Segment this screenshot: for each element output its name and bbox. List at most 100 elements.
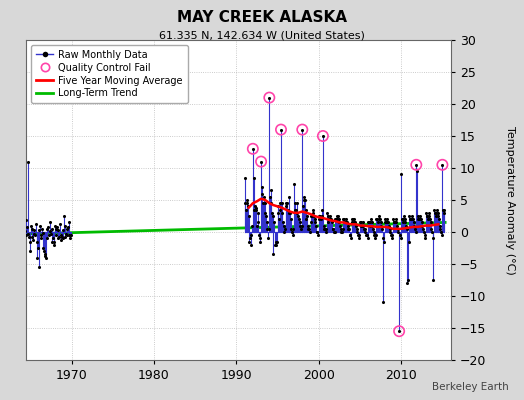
Point xyxy=(49,242,58,248)
Point xyxy=(23,224,31,230)
Point xyxy=(395,328,403,334)
Text: Berkeley Earth: Berkeley Earth xyxy=(432,382,508,392)
Point xyxy=(419,226,428,232)
Point xyxy=(403,280,411,286)
Point xyxy=(396,235,405,242)
Point xyxy=(271,238,280,245)
Point xyxy=(332,216,340,222)
Point xyxy=(303,213,311,219)
Point xyxy=(410,222,419,229)
Point xyxy=(283,200,291,206)
Point xyxy=(416,213,424,219)
Point xyxy=(261,213,270,219)
Point xyxy=(51,226,60,232)
Point xyxy=(270,219,278,226)
Point xyxy=(394,229,402,235)
Point xyxy=(269,213,277,219)
Point xyxy=(41,253,50,260)
Point xyxy=(378,299,387,306)
Point xyxy=(37,232,46,238)
Point xyxy=(361,226,369,232)
Point xyxy=(30,227,39,233)
Point xyxy=(420,229,428,235)
Point xyxy=(259,200,267,206)
Point xyxy=(404,277,412,283)
Point xyxy=(405,213,413,219)
Point xyxy=(281,226,289,232)
Point xyxy=(38,245,47,251)
Point xyxy=(420,232,429,238)
Point xyxy=(320,226,329,232)
Point xyxy=(343,222,352,229)
Point xyxy=(407,216,416,222)
Point xyxy=(254,219,263,226)
Point xyxy=(417,216,425,222)
Point xyxy=(18,216,27,222)
Point xyxy=(268,210,276,216)
Point xyxy=(372,216,380,222)
Point xyxy=(45,232,53,238)
Point xyxy=(270,242,279,248)
Point xyxy=(340,216,348,222)
Point xyxy=(412,162,420,168)
Point xyxy=(307,213,315,219)
Point xyxy=(334,213,342,219)
Point xyxy=(338,229,346,235)
Point xyxy=(282,203,291,210)
Point xyxy=(380,238,388,245)
Point xyxy=(66,235,74,242)
Point xyxy=(351,219,359,226)
Point xyxy=(332,213,341,219)
Point xyxy=(347,235,355,242)
Point xyxy=(261,210,269,216)
Point xyxy=(402,226,411,232)
Point xyxy=(314,216,323,222)
Point xyxy=(350,219,358,226)
Text: 61.335 N, 142.634 W (United States): 61.335 N, 142.634 W (United States) xyxy=(159,30,365,40)
Point xyxy=(367,216,375,222)
Point xyxy=(318,213,326,219)
Point xyxy=(438,232,446,238)
Point xyxy=(331,229,339,235)
Point xyxy=(288,229,296,235)
Point xyxy=(58,235,67,242)
Point xyxy=(371,235,379,242)
Point xyxy=(396,232,404,238)
Point xyxy=(427,219,435,226)
Point xyxy=(243,197,251,203)
Point xyxy=(391,219,399,226)
Point xyxy=(258,184,266,190)
Point xyxy=(56,221,64,228)
Point xyxy=(325,216,334,222)
Point xyxy=(259,194,268,200)
Point xyxy=(358,219,367,226)
Point xyxy=(292,200,301,206)
Point xyxy=(426,216,434,222)
Point xyxy=(411,226,419,232)
Point xyxy=(22,217,30,224)
Point xyxy=(433,206,441,213)
Point xyxy=(36,222,44,229)
Point xyxy=(37,235,45,242)
Point xyxy=(53,235,62,242)
Point xyxy=(370,232,379,238)
Point xyxy=(47,226,56,232)
Point xyxy=(269,251,278,258)
Point xyxy=(339,226,347,232)
Point xyxy=(353,229,362,235)
Point xyxy=(330,229,338,235)
Point xyxy=(428,229,436,235)
Point xyxy=(359,222,368,229)
Point xyxy=(35,227,43,233)
Point xyxy=(283,206,292,213)
Point xyxy=(280,222,288,229)
Point xyxy=(274,203,282,210)
Point xyxy=(315,213,324,219)
Point xyxy=(433,210,442,216)
Point xyxy=(319,133,327,139)
Point xyxy=(400,216,409,222)
Point xyxy=(323,210,331,216)
Point xyxy=(277,126,285,133)
Point xyxy=(47,231,55,237)
Point xyxy=(390,219,399,226)
